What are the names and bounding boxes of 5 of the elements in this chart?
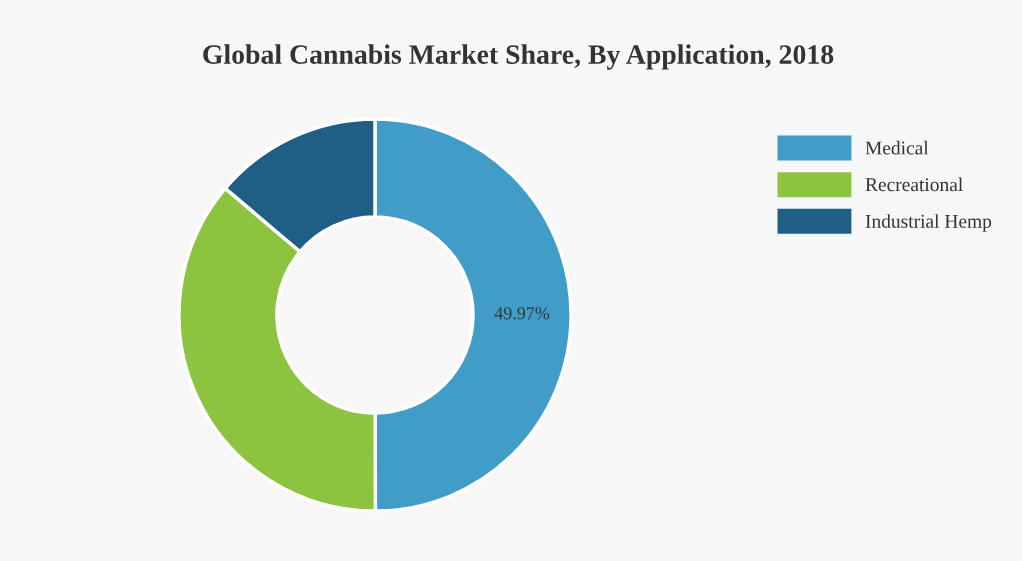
data-label: 49.97% xyxy=(494,307,550,320)
chart-title: Global Cannabis Market Share, By Application, 2018 xyxy=(203,44,834,70)
legend-label: Industrial Hemp xyxy=(865,214,992,232)
legend-label: Medical xyxy=(865,140,929,155)
legend-label: Recreational xyxy=(865,177,963,192)
